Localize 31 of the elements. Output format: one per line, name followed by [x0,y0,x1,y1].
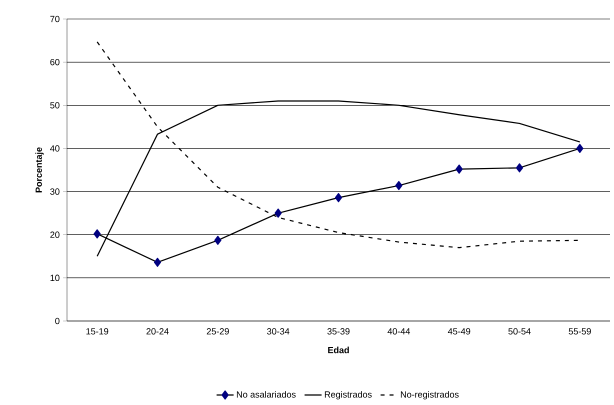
point [274,208,282,218]
y-tick-label: 50 [50,102,60,108]
point [94,229,101,238]
y-tick-label: 0 [55,318,60,324]
x-tick-label: 30-34 [267,328,290,335]
legend-label: No asalariados [236,391,296,398]
point [456,164,463,174]
y-tick-label: 70 [50,16,60,22]
point [576,144,584,154]
point [516,163,524,172]
y-axis-title: Porcentaje [35,147,44,192]
x-tick-label: 25-29 [206,328,229,335]
point [154,258,162,267]
y-tick-label: 10 [50,274,60,282]
x-tick-label: 45-49 [448,328,470,335]
legend-label: No-registrados [400,391,459,400]
y-tick-label: 60 [50,58,60,66]
x-axis-title: Edad [328,346,349,354]
y-tick-label: 20 [50,232,60,238]
x-tick-label: 40-44 [388,328,410,335]
y-tick-label: 30 [50,188,60,195]
point [214,236,222,245]
x-tick-label: 20-24 [146,328,169,335]
y-tick-label: 40 [50,145,60,152]
point [334,193,342,202]
x-tick-label: 35-39 [327,328,350,335]
x-tick-label: 50-54 [508,328,531,335]
x-tick-label: 55-59 [568,328,591,335]
x-tick-label: 15-19 [86,328,108,335]
legend-label: Registrados [324,391,372,400]
point [395,180,402,190]
